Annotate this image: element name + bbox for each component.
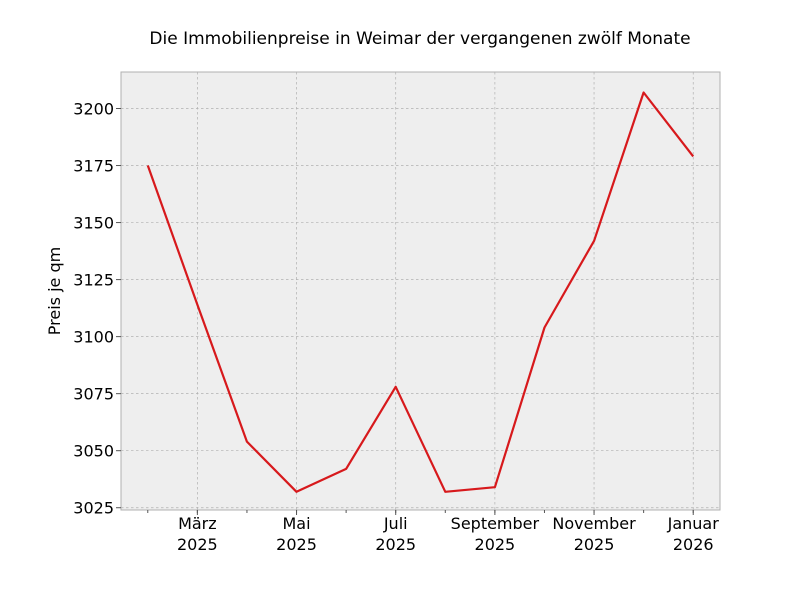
x-tick-label-month: Januar <box>667 514 720 533</box>
y-tick-label: 3075 <box>73 385 114 404</box>
series-line-0 <box>146 91 695 493</box>
grid-lines <box>121 72 720 510</box>
series-group <box>146 91 695 493</box>
x-axis: März 2025 Mai 2025 Juli 2025 September 2025 Nove… <box>177 510 719 554</box>
plot-area <box>120 71 721 511</box>
y-tick-label: 3175 <box>73 157 114 176</box>
chart-title: Die Immobilienpreise in Weimar der verga… <box>149 29 690 49</box>
x-tick-label-year: 2025 <box>475 535 516 554</box>
x-tick-label-month: September <box>451 514 540 533</box>
y-axis-label: Preis je qm <box>45 247 64 335</box>
x-tick-label-month: Juli <box>383 514 408 533</box>
y-tick-label: 3200 <box>73 100 114 119</box>
x-tick-label-year: 2025 <box>177 535 218 554</box>
y-tick-label: 3150 <box>73 214 114 233</box>
y-tick-label: 3050 <box>73 442 114 461</box>
x-tick-label-month: Mai <box>283 514 311 533</box>
x-tick-label-year: 2025 <box>276 535 317 554</box>
y-tick-label: 3025 <box>73 499 114 518</box>
x-tick-label-year: 2026 <box>673 535 714 554</box>
y-axis: 3025 3050 3075 3100 3125 3150 3175 3200 <box>73 100 121 518</box>
x-tick-label-month: November <box>552 514 636 533</box>
x-tick-label-year: 2025 <box>574 535 615 554</box>
y-tick-label: 3125 <box>73 271 114 290</box>
x-tick-label-month: März <box>178 514 217 533</box>
x-tick-label-year: 2025 <box>375 535 416 554</box>
y-tick-label: 3100 <box>73 328 114 347</box>
